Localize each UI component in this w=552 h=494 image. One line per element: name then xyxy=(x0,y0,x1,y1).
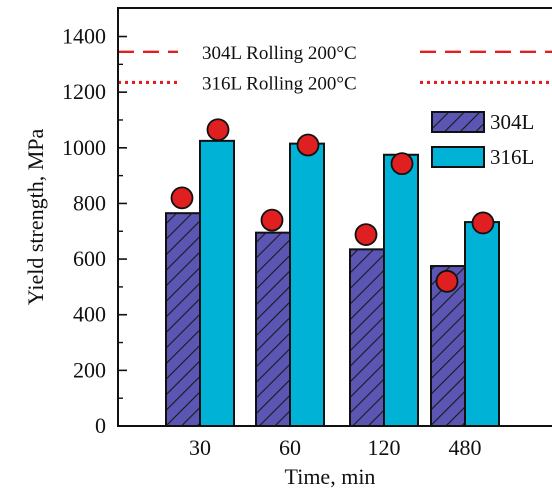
bar-304L xyxy=(255,231,291,427)
y-tick-label: 400 xyxy=(73,302,106,327)
bar-304L xyxy=(165,212,201,427)
y-tick-label: 600 xyxy=(73,246,106,271)
data-point-marker xyxy=(390,152,414,176)
y-axis-ticks: 0 200 400 600 800 1000 1200 1400 xyxy=(62,24,127,438)
x-tick-label: 480 xyxy=(449,435,482,460)
y-tick-label: 1400 xyxy=(62,24,106,49)
data-point-marker xyxy=(260,208,284,232)
bar-316L xyxy=(199,139,235,427)
y-tick-label: 1000 xyxy=(62,135,106,160)
legend-label-304L: 304L xyxy=(490,110,534,134)
data-point-marker xyxy=(354,223,378,246)
data-point-marker xyxy=(435,269,459,293)
x-tick-label: 60 xyxy=(279,435,301,460)
data-point-marker xyxy=(206,118,230,142)
x-tick-label: 120 xyxy=(368,435,401,460)
y-tick-label: 1200 xyxy=(62,79,106,104)
x-tick-label: 30 xyxy=(189,435,211,460)
x-axis-label: Time, min xyxy=(285,464,376,489)
bar-316L xyxy=(464,221,500,427)
legend-label-316L: 316L xyxy=(490,145,534,169)
data-point-marker xyxy=(471,211,495,235)
y-tick-label: 200 xyxy=(73,357,106,382)
y-tick-label: 800 xyxy=(73,190,106,215)
y-tick-label: 0 xyxy=(95,413,106,438)
bar-304L xyxy=(430,265,466,427)
reference-line-label: 316L Rolling 200°C xyxy=(202,73,357,94)
markers xyxy=(170,118,495,293)
y-axis-label: Yield strength, MPa xyxy=(23,128,48,305)
legend: 304L 316L xyxy=(431,110,534,169)
bars xyxy=(165,139,500,427)
reference-line-label: 304L Rolling 200°C xyxy=(202,43,357,64)
data-point-marker xyxy=(170,186,194,210)
bar-304L xyxy=(349,248,385,427)
legend-swatch-304L xyxy=(431,111,485,133)
legend-swatch-316L xyxy=(431,146,485,168)
reference-lines: 304L Rolling 200°C 316L Rolling 200°C xyxy=(118,43,552,94)
plot-frame xyxy=(117,7,552,427)
data-point-marker xyxy=(296,133,320,157)
bar-316L xyxy=(289,142,325,427)
x-axis-ticks: 30 60 120 480 xyxy=(189,418,482,460)
bar-316L xyxy=(383,153,419,427)
